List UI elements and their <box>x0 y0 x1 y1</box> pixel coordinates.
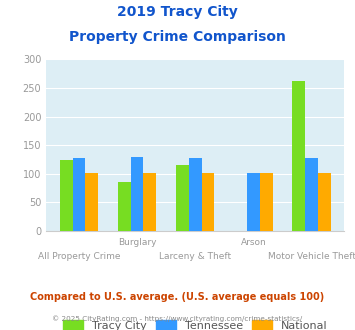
Bar <box>143 173 156 231</box>
Text: Burglary: Burglary <box>118 238 156 247</box>
Bar <box>202 173 214 231</box>
Bar <box>260 173 273 231</box>
Text: © 2025 CityRating.com - https://www.cityrating.com/crime-statistics/: © 2025 CityRating.com - https://www.city… <box>53 315 302 322</box>
Bar <box>305 158 318 231</box>
Text: All Property Crime: All Property Crime <box>38 251 120 261</box>
Text: Motor Vehicle Theft: Motor Vehicle Theft <box>268 251 355 261</box>
Bar <box>72 158 85 231</box>
Bar <box>247 173 260 231</box>
Text: Arson: Arson <box>241 238 266 247</box>
Bar <box>85 173 98 231</box>
Bar <box>189 158 202 231</box>
Bar <box>293 81 305 231</box>
Text: Compared to U.S. average. (U.S. average equals 100): Compared to U.S. average. (U.S. average … <box>31 292 324 302</box>
Bar <box>318 173 331 231</box>
Bar <box>176 165 189 231</box>
Text: Property Crime Comparison: Property Crime Comparison <box>69 30 286 44</box>
Legend: Tracy City, Tennessee, National: Tracy City, Tennessee, National <box>59 315 332 330</box>
Bar <box>118 182 131 231</box>
Text: Larceny & Theft: Larceny & Theft <box>159 251 231 261</box>
Bar <box>131 157 143 231</box>
Text: 2019 Tracy City: 2019 Tracy City <box>117 5 238 19</box>
Bar <box>60 159 72 231</box>
